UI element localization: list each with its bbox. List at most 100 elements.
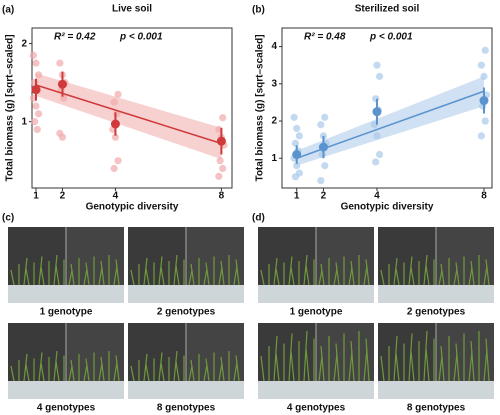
raw-point bbox=[372, 95, 380, 103]
grass bbox=[438, 269, 443, 286]
grass bbox=[220, 356, 225, 382]
grass bbox=[55, 361, 60, 382]
photo-caption: 8 genotypes bbox=[407, 403, 466, 414]
plot-frame bbox=[281, 27, 493, 189]
r2-annotation: R² = 0.42 bbox=[54, 32, 96, 43]
raw-point bbox=[110, 164, 118, 173]
raw-point bbox=[219, 164, 227, 173]
grass bbox=[395, 268, 400, 286]
grass bbox=[485, 338, 490, 382]
grass bbox=[303, 330, 308, 382]
grass bbox=[23, 257, 28, 286]
grass bbox=[190, 263, 195, 286]
photo-caption: 2 genotypes bbox=[157, 307, 216, 318]
grass bbox=[320, 263, 325, 286]
grass bbox=[160, 266, 165, 286]
grass bbox=[348, 350, 353, 382]
grass bbox=[115, 355, 120, 382]
raw-point bbox=[375, 150, 384, 159]
grass bbox=[365, 259, 370, 286]
grass bbox=[318, 269, 323, 286]
raw-point bbox=[321, 162, 329, 170]
grass bbox=[440, 345, 445, 382]
grass bbox=[38, 256, 43, 286]
grass bbox=[145, 268, 150, 286]
raw-point bbox=[33, 125, 41, 134]
grass bbox=[333, 268, 338, 286]
x-tick-label: 4 bbox=[113, 191, 119, 202]
raw-point bbox=[290, 113, 298, 121]
raw-point bbox=[29, 51, 37, 59]
raw-point bbox=[34, 71, 43, 79]
x-tick-label: 2 bbox=[60, 191, 66, 202]
pots bbox=[8, 381, 124, 399]
raw-point bbox=[372, 158, 380, 166]
grass bbox=[188, 365, 193, 382]
photo-caption: 1 genotype bbox=[290, 307, 343, 318]
panel-label: (a) bbox=[2, 5, 14, 16]
y-tick-label: 1 bbox=[21, 116, 27, 127]
raw-point bbox=[480, 72, 488, 80]
grass bbox=[453, 353, 458, 382]
grass bbox=[218, 266, 223, 286]
grass bbox=[23, 353, 28, 382]
grass bbox=[290, 350, 295, 382]
grass bbox=[410, 350, 415, 382]
grass bbox=[40, 362, 45, 382]
photo-caption: 8 genotypes bbox=[157, 403, 216, 414]
grass bbox=[130, 269, 135, 286]
grass bbox=[440, 263, 445, 286]
grass bbox=[40, 266, 45, 286]
grass bbox=[408, 256, 413, 286]
grass bbox=[395, 353, 400, 382]
grass bbox=[423, 330, 428, 382]
grass bbox=[470, 340, 475, 382]
grass bbox=[158, 352, 163, 382]
photo bbox=[378, 323, 494, 399]
x-axis-label: Genotypic diversity bbox=[86, 202, 179, 213]
grass bbox=[205, 262, 210, 286]
raw-point bbox=[110, 98, 118, 106]
raw-point bbox=[215, 172, 223, 180]
grass bbox=[25, 268, 30, 286]
pots bbox=[378, 381, 494, 399]
grass bbox=[455, 343, 460, 382]
grass bbox=[188, 269, 193, 286]
grass bbox=[143, 353, 148, 382]
grass bbox=[190, 359, 195, 382]
y-tick-label: 1 bbox=[271, 153, 277, 164]
grass bbox=[410, 266, 415, 286]
grass bbox=[218, 362, 223, 382]
grass bbox=[203, 364, 208, 382]
raw-point bbox=[32, 59, 40, 67]
grass bbox=[275, 353, 280, 382]
grass bbox=[288, 256, 293, 286]
pots bbox=[128, 285, 244, 303]
grass bbox=[85, 262, 90, 286]
grass bbox=[158, 256, 163, 286]
grass bbox=[53, 350, 58, 382]
raw-point bbox=[32, 102, 40, 110]
grass bbox=[380, 269, 385, 286]
grass bbox=[160, 362, 165, 382]
grass bbox=[425, 265, 430, 286]
grass bbox=[260, 269, 265, 286]
panel-label: (b) bbox=[252, 5, 265, 16]
grass bbox=[350, 260, 355, 286]
y-tick-label: 2 bbox=[21, 38, 27, 49]
photo bbox=[8, 323, 124, 399]
grass bbox=[100, 260, 105, 286]
photo-caption: 4 genotypes bbox=[37, 403, 96, 414]
mean-point bbox=[318, 142, 328, 152]
x-axis-label: Genotypic diversity bbox=[341, 202, 434, 213]
raw-point bbox=[317, 121, 325, 129]
grass bbox=[468, 266, 473, 286]
grass bbox=[130, 365, 135, 382]
photo-caption: 1 genotype bbox=[40, 307, 93, 318]
raw-point bbox=[58, 133, 67, 141]
grass bbox=[70, 263, 75, 286]
raw-point bbox=[321, 113, 329, 121]
chart-title: Sterilized soil bbox=[355, 4, 420, 15]
y-tick-label: 2 bbox=[271, 116, 277, 127]
